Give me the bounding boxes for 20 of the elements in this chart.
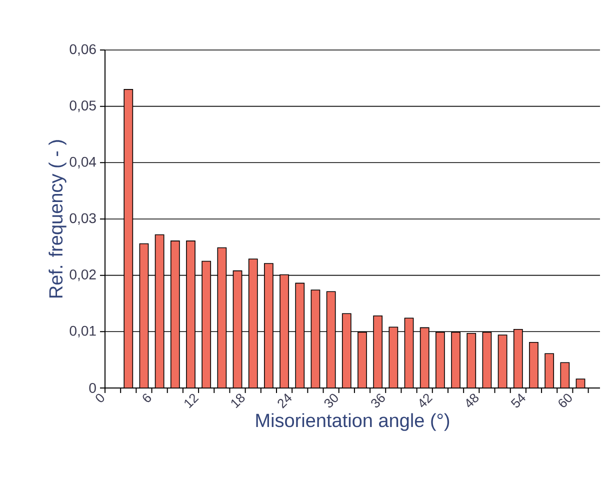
x-tick-label: 60 — [558, 394, 572, 408]
x-tick-label: 0 — [96, 394, 104, 402]
x-axis-title: Misorientation angle (°) — [256, 413, 450, 431]
y-tick-label: 0 — [89, 383, 96, 393]
y-tick-label: 0,06 — [70, 44, 96, 56]
x-tick-label: 12 — [184, 394, 199, 408]
y-tick-label: 0,05 — [70, 100, 96, 112]
y-tick-label: 0,01 — [70, 326, 96, 338]
y-tick-label: 0,03 — [70, 213, 96, 225]
y-tick-label: 0,04 — [70, 156, 96, 168]
x-tick-label: 6 — [142, 394, 152, 402]
y-axis-title: Ref. frequency ( - ) — [48, 140, 66, 298]
x-tick-label: 48 — [466, 394, 478, 408]
x-tick-label: 42 — [420, 394, 433, 408]
x-tick-label: 54 — [510, 393, 526, 408]
x-tick-label: 18 — [231, 394, 245, 408]
x-tick-label: 30 — [324, 394, 338, 408]
x-tick-label: 36 — [371, 394, 385, 408]
y-tick-label: 0,02 — [70, 270, 96, 282]
x-tick-label: 24 — [278, 394, 292, 408]
